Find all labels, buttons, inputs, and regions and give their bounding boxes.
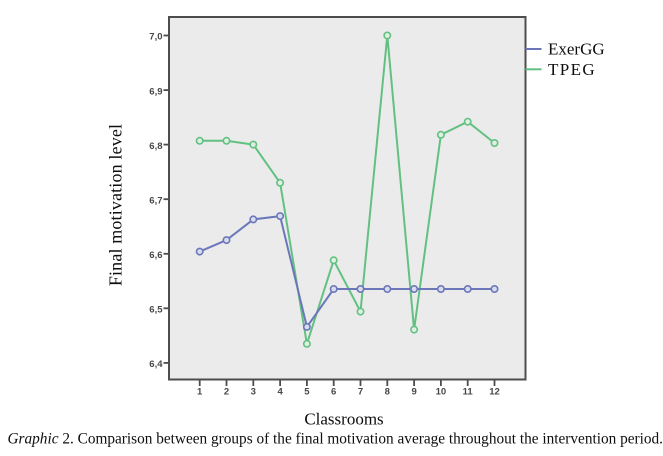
svg-text:5: 5 — [304, 387, 310, 398]
svg-text:Final motivation level: Final motivation level — [106, 124, 126, 286]
svg-text:6,9: 6,9 — [149, 86, 162, 97]
svg-text:8: 8 — [385, 387, 390, 398]
svg-text:12: 12 — [489, 387, 500, 398]
svg-text:6,4: 6,4 — [149, 359, 163, 370]
svg-text:10: 10 — [436, 387, 447, 398]
svg-text:ExerGG: ExerGG — [548, 40, 605, 59]
svg-text:6,7: 6,7 — [149, 195, 162, 206]
svg-text:1: 1 — [197, 387, 203, 398]
svg-text:6,6: 6,6 — [149, 250, 162, 261]
svg-text:11: 11 — [463, 387, 474, 398]
svg-text:6,8: 6,8 — [149, 141, 162, 152]
svg-text:2: 2 — [224, 387, 229, 398]
svg-text:7,0: 7,0 — [149, 32, 162, 43]
svg-text:3: 3 — [251, 387, 256, 398]
svg-text:6: 6 — [331, 387, 336, 398]
svg-text:Classrooms: Classrooms — [304, 410, 383, 429]
svg-text:Graphic 2. Comparison between: Graphic 2. Comparison between groups of … — [8, 431, 663, 448]
svg-text:4: 4 — [277, 387, 283, 398]
svg-text:TPEG: TPEG — [548, 60, 596, 79]
svg-text:7: 7 — [358, 387, 363, 398]
svg-text:6,5: 6,5 — [149, 305, 163, 316]
svg-text:9: 9 — [411, 387, 416, 398]
